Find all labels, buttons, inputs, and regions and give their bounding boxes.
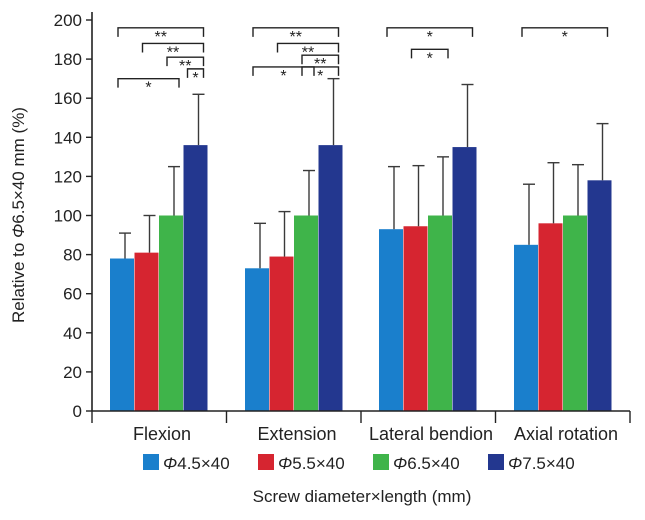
x-category-label-0: Flexion bbox=[133, 424, 191, 444]
significance-label-1: ** bbox=[167, 44, 179, 61]
significance-label-5: * bbox=[280, 68, 286, 85]
significance-label-10: * bbox=[427, 50, 433, 67]
significance-label-11: * bbox=[427, 29, 433, 46]
y-tick-label-7: 140 bbox=[54, 128, 82, 147]
bar-1-3 bbox=[318, 145, 343, 411]
bar-2-3 bbox=[452, 147, 477, 411]
bar-3-2 bbox=[563, 215, 587, 411]
significance-bracket-4 bbox=[117, 27, 205, 37]
significance-label-8: * bbox=[317, 68, 323, 85]
y-axis-title: Relative to Φ6.5×40 mm (%) bbox=[9, 107, 28, 323]
legend-swatch-0 bbox=[143, 454, 159, 470]
bars-group bbox=[110, 145, 612, 411]
significance-bracket-7 bbox=[301, 54, 340, 65]
significance-bracket-10 bbox=[410, 48, 449, 59]
significance-group: ****************** * bbox=[117, 27, 609, 97]
legend-label-1: Φ5.5×40 bbox=[278, 454, 345, 473]
significance-bracket-11 bbox=[386, 27, 474, 37]
x-category-label-2: Lateral bendion bbox=[369, 424, 493, 444]
bar-0-3 bbox=[183, 145, 208, 411]
significance-label-12: * bbox=[562, 29, 568, 46]
legend-label-0: Φ4.5×40 bbox=[163, 454, 230, 473]
significance-label-4: ** bbox=[155, 29, 167, 46]
legend-swatch-1 bbox=[258, 454, 274, 470]
x-category-label-1: Extension bbox=[257, 424, 336, 444]
significance-label-7: ** bbox=[314, 56, 326, 73]
bar-0-0 bbox=[110, 258, 134, 411]
bar-3-3 bbox=[587, 180, 612, 411]
legend: Φ4.5×40 Φ5.5×40 Φ6.5×40 Φ7.5×40 bbox=[143, 454, 575, 473]
x-axis-title: Screw diameter×length (mm) bbox=[253, 487, 472, 506]
y-tick-label-10: 200 bbox=[54, 11, 82, 30]
x-category-label-3: Axial rotation bbox=[514, 424, 618, 444]
bar-2-1 bbox=[403, 226, 428, 411]
significance-label-9: ** bbox=[290, 29, 302, 46]
significance-bracket-1 bbox=[141, 42, 205, 53]
error-bars-group bbox=[119, 77, 609, 269]
significance-bracket-12 bbox=[521, 27, 609, 37]
bar-3-0 bbox=[514, 244, 538, 411]
axes-group: 0 20 40 60 80 100 120 140 160 180 200 Flexion Extens… bbox=[9, 11, 631, 506]
y-tick-label-2: 40 bbox=[63, 324, 82, 343]
bar-1-2 bbox=[294, 215, 318, 411]
significance-bracket-5 bbox=[252, 66, 315, 76]
legend-label-3: Φ7.5×40 bbox=[508, 454, 575, 473]
significance-label-0: * bbox=[145, 80, 151, 97]
y-tick-label-0: 0 bbox=[73, 402, 82, 421]
significance-label-3: * bbox=[192, 70, 198, 87]
y-tick-label-9: 180 bbox=[54, 50, 82, 69]
bar-3-1 bbox=[538, 223, 563, 411]
significance-bracket-9 bbox=[252, 27, 340, 37]
bar-0-2 bbox=[159, 215, 183, 411]
y-tick-label-1: 20 bbox=[63, 363, 82, 382]
significance-label-6: ** bbox=[302, 44, 314, 61]
bar-1-1 bbox=[269, 256, 294, 411]
significance-bracket-8 bbox=[301, 66, 340, 76]
significance-bracket-3 bbox=[186, 68, 205, 78]
significance-label-2: ** bbox=[179, 58, 191, 75]
significance-bracket-2 bbox=[166, 56, 205, 67]
bar-0-1 bbox=[134, 252, 159, 411]
legend-label-2: Φ6.5×40 bbox=[393, 454, 460, 473]
bar-1-0 bbox=[245, 268, 269, 411]
y-tick-label-6: 120 bbox=[54, 167, 82, 186]
y-tick-label-8: 160 bbox=[54, 89, 82, 108]
legend-swatch-2 bbox=[373, 454, 389, 470]
y-tick-label-3: 60 bbox=[63, 285, 82, 304]
significance-bracket-0 bbox=[117, 77, 180, 88]
significance-bracket-6 bbox=[276, 42, 340, 53]
y-tick-label-5: 100 bbox=[54, 207, 82, 226]
y-tick-label-4: 80 bbox=[63, 246, 82, 265]
bar-2-0 bbox=[379, 229, 403, 411]
bar-2-2 bbox=[428, 215, 452, 411]
legend-swatch-3 bbox=[488, 454, 504, 470]
